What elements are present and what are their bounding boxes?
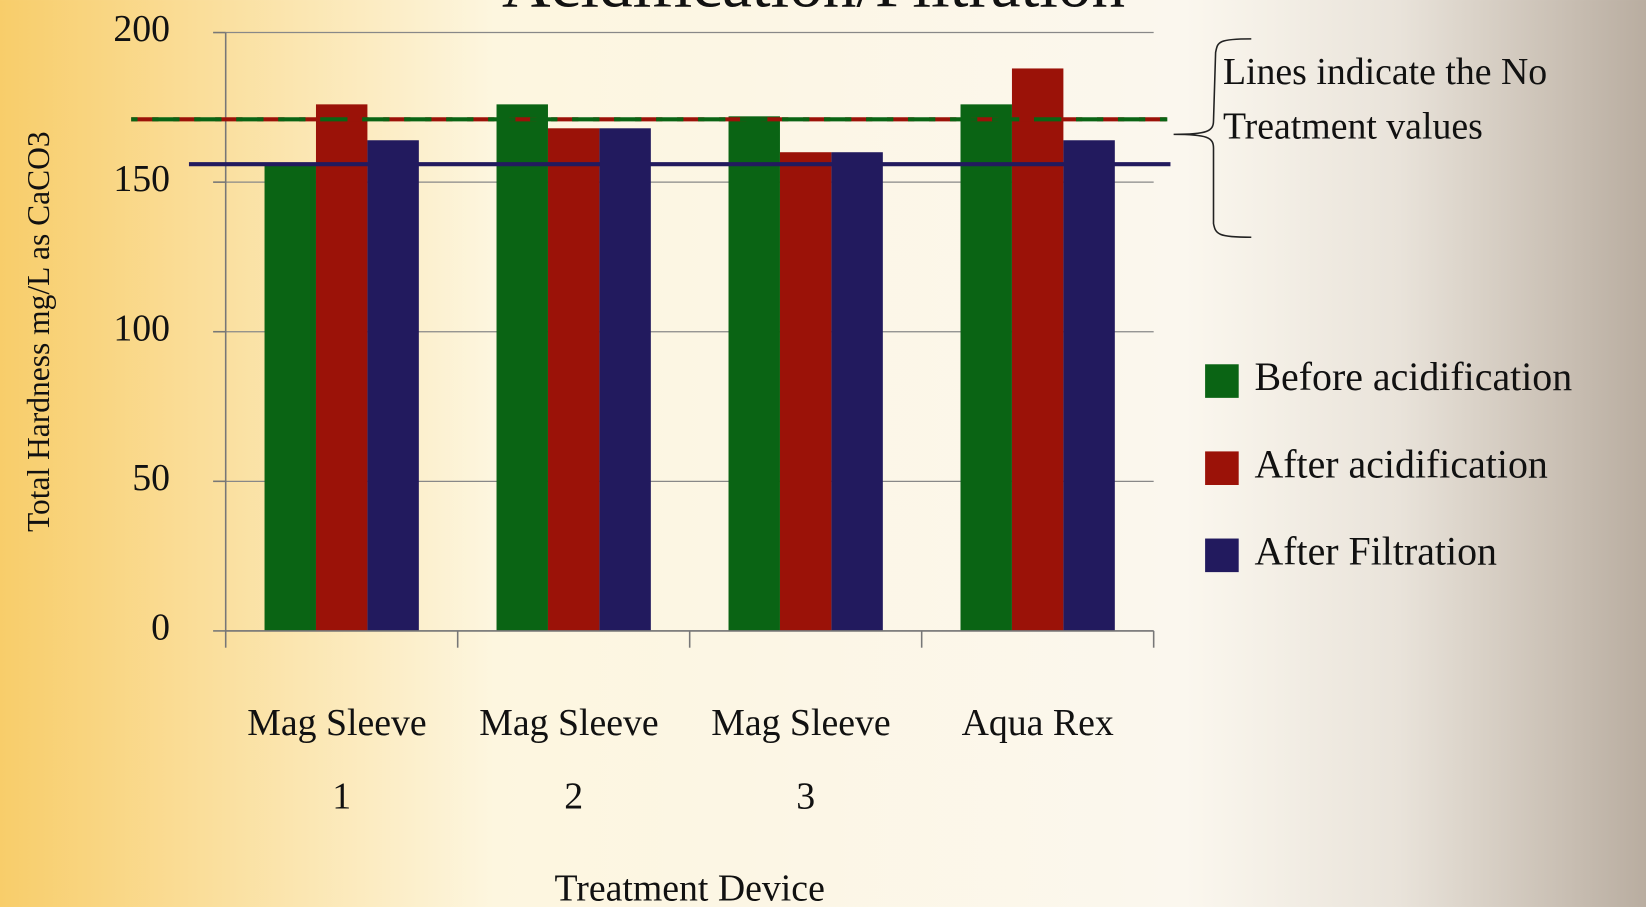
x-tick-label: Mag Sleeve 2 bbox=[479, 702, 668, 817]
bar bbox=[547, 128, 600, 631]
y-tick-label: 0 bbox=[151, 607, 170, 649]
legend-swatch bbox=[1205, 538, 1239, 573]
bar bbox=[264, 164, 316, 631]
y-tick-label: 100 bbox=[113, 307, 170, 349]
bar bbox=[779, 152, 832, 631]
legend-label: After Filtration bbox=[1254, 528, 1497, 573]
y-tick-label: 150 bbox=[113, 158, 170, 200]
legend-label: Before acidification bbox=[1254, 354, 1572, 399]
bar bbox=[960, 104, 1012, 631]
bar bbox=[496, 104, 548, 631]
bar bbox=[315, 104, 368, 631]
x-tick-label: Mag Sleeve 1 bbox=[247, 702, 436, 817]
bar bbox=[831, 152, 883, 631]
annotation: Lines indicate the No bbox=[1223, 51, 1547, 93]
y-axis-label: Total Hardness mg/L as CaCO3 bbox=[21, 131, 56, 532]
x-tick-label-line: Mag Sleeve bbox=[479, 702, 668, 744]
y-tick-label: 200 bbox=[113, 8, 170, 50]
x-tick-label-line: Mag Sleeve bbox=[711, 702, 900, 744]
x-tick-label-line: 3 bbox=[796, 775, 815, 817]
legend-swatch bbox=[1205, 451, 1239, 485]
x-tick-label: Aqua Rex bbox=[962, 702, 1114, 744]
bar bbox=[1011, 68, 1064, 631]
chart-title: Acidification/Filtration bbox=[502, 0, 1125, 21]
bar bbox=[599, 128, 651, 631]
legend-swatch bbox=[1205, 364, 1239, 398]
bar bbox=[367, 140, 419, 631]
x-tick-label: Mag Sleeve 3 bbox=[711, 702, 900, 817]
x-tick-label-line: 2 bbox=[564, 775, 583, 817]
x-axis-label: Treatment Device bbox=[555, 868, 825, 907]
bar bbox=[728, 116, 780, 631]
y-tick-label: 50 bbox=[132, 457, 170, 499]
annotation: Treatment values bbox=[1223, 106, 1483, 148]
legend-label: After acidification bbox=[1254, 441, 1547, 486]
x-tick-label-line: Mag Sleeve bbox=[247, 702, 436, 744]
brace bbox=[1173, 38, 1252, 239]
bar bbox=[1063, 140, 1115, 631]
x-tick-label-line: 1 bbox=[332, 775, 351, 817]
